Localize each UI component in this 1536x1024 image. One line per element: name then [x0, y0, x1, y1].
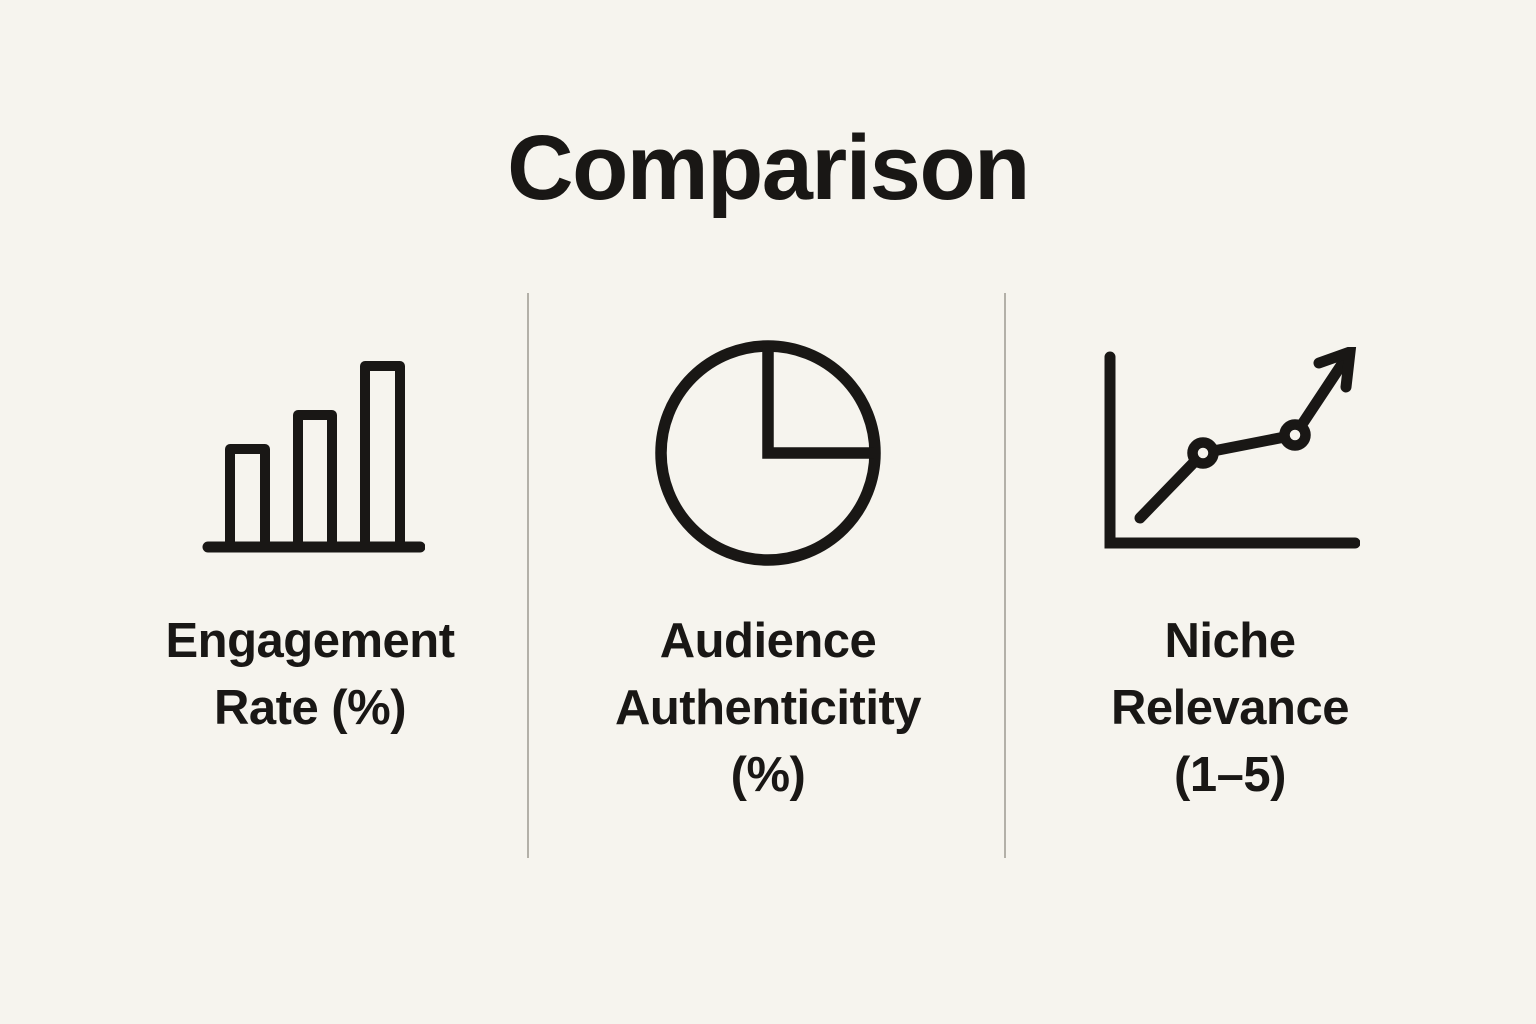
page-title: Comparison — [507, 117, 1030, 219]
metric-label-line: Niche — [1164, 614, 1296, 668]
metric-label-audience-authenticity: Audience Authenticitity (%) — [614, 608, 922, 809]
metric-label-line: Relevance — [1111, 681, 1349, 735]
metric-label-engagement-rate: Engagement Rate (%) — [165, 608, 455, 742]
line-chart-icon — [1100, 338, 1360, 568]
metric-label-line: Audience — [659, 614, 877, 668]
metric-label-line: Authenticitity — [614, 681, 922, 735]
metric-label-line: Rate (%) — [213, 681, 407, 735]
bar-chart-icon — [195, 338, 425, 568]
column-divider-left — [527, 293, 529, 858]
metric-label-niche-relevance: Niche Relevance (1–5) — [1111, 608, 1349, 809]
column-divider-right — [1004, 293, 1006, 858]
metric-column-engagement-rate: Engagement Rate (%) — [100, 338, 520, 742]
metric-label-line: Engagement — [165, 614, 455, 668]
metric-column-audience-authenticity: Audience Authenticitity (%) — [558, 338, 978, 809]
pie-chart-icon — [653, 338, 883, 568]
metric-label-line: (%) — [730, 748, 806, 802]
metric-label-line: (1–5) — [1174, 748, 1286, 802]
metric-column-niche-relevance: Niche Relevance (1–5) — [1020, 338, 1440, 809]
